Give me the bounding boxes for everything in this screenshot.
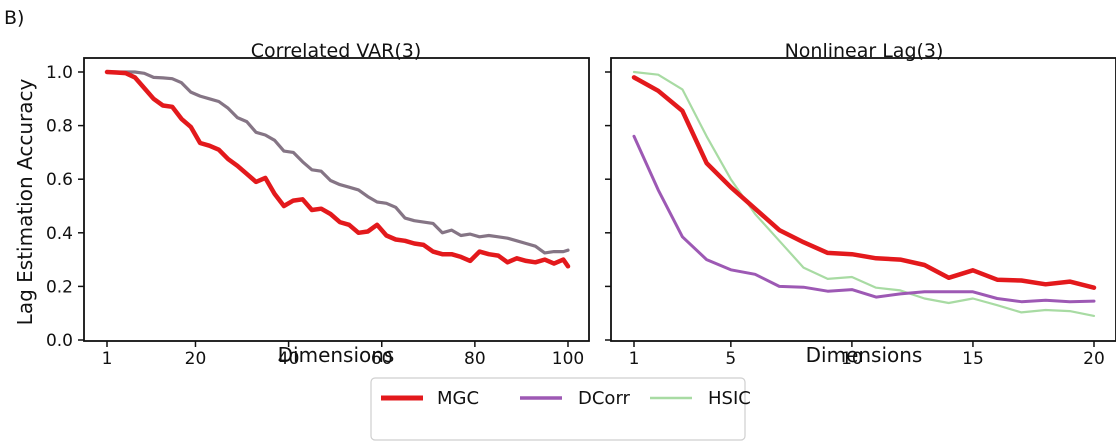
y-axis-ticks xyxy=(605,71,611,341)
series-line-hsic xyxy=(632,70,1096,317)
x-tick-label: 20 xyxy=(185,349,207,369)
x-axis-ticks: 1 5 10 15 20 xyxy=(629,341,1105,369)
series-line-mgc xyxy=(631,75,1097,290)
x-tick-label: 15 xyxy=(962,349,984,369)
series-line-mgc xyxy=(104,69,571,269)
x-tick-label: 100 xyxy=(552,349,584,369)
chart-title: Nonlinear Lag(3) xyxy=(785,40,944,62)
legend-label-hsic: HSIC xyxy=(708,388,751,409)
legend-label-mgc: MGC xyxy=(437,388,479,409)
panel-left: Correlated VAR(3) Dimensions Lag Estimat… xyxy=(13,40,590,369)
series-line-dcorr xyxy=(632,134,1096,304)
x-tick-label: 60 xyxy=(371,349,393,369)
legend: MGC DCorr HSIC xyxy=(370,377,751,441)
y-tick-label: 1.0 xyxy=(46,63,73,83)
plot-frame xyxy=(83,57,590,342)
y-axis-label: Lag Estimation Accuracy xyxy=(13,79,37,326)
panel-label: B) xyxy=(4,7,24,29)
x-tick-label: 5 xyxy=(725,349,736,369)
y-tick-label: 0.0 xyxy=(46,331,73,351)
panel-right: Nonlinear Lag(3) Dimensions 1 5 10 15 20 xyxy=(605,40,1116,369)
x-tick-label: 10 xyxy=(841,349,863,369)
y-tick-label: 0.6 xyxy=(46,170,73,190)
chart-title: Correlated VAR(3) xyxy=(251,40,422,62)
x-axis-ticks: 1 20 40 60 80 100 xyxy=(102,341,584,369)
y-tick-label: 0.8 xyxy=(46,117,73,137)
series-lines xyxy=(104,69,571,269)
legend-label-dcorr: DCorr xyxy=(578,388,631,409)
series-lines xyxy=(631,70,1097,317)
x-tick-label: 1 xyxy=(629,349,640,369)
x-axis-label: Dimensions xyxy=(278,343,395,367)
series-line-unlabeled xyxy=(105,70,570,255)
y-axis-ticks: 0.0 0.2 0.4 0.6 0.8 1.0 xyxy=(46,63,84,351)
x-tick-label: 20 xyxy=(1083,349,1105,369)
y-tick-label: 0.4 xyxy=(46,224,73,244)
x-axis-label: Dimensions xyxy=(806,343,923,367)
x-tick-label: 40 xyxy=(278,349,300,369)
x-tick-label: 1 xyxy=(102,349,113,369)
legend-box xyxy=(370,377,746,441)
y-tick-label: 0.2 xyxy=(46,277,73,297)
plot-frame xyxy=(610,57,1116,342)
x-tick-label: 80 xyxy=(464,349,486,369)
